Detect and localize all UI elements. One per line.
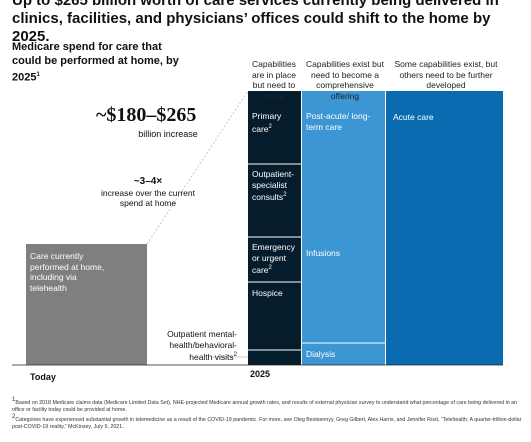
today-bar [26, 244, 147, 365]
footnote-1-num: 1 [12, 397, 16, 403]
multiplier: ~3–4× [133, 176, 163, 187]
footnote-2-text: Categories have experienced substantial … [12, 416, 522, 430]
col1-bar [248, 91, 301, 365]
multiplier-label: increase over the current spend at home [100, 187, 196, 209]
col2-bar [302, 91, 385, 365]
footnotes: 1Based on 2018 Medicare claims data (Med… [12, 397, 524, 431]
footnote-2-num: 2 [12, 413, 16, 420]
segment-outpatient-specialist-mark: 2 [283, 192, 287, 198]
subhead-footnote-mark: 1 [36, 72, 40, 78]
col3-bar [386, 91, 503, 365]
segment-outpatient-specialist: Outpatient-specialist consults2 [252, 169, 300, 202]
segment-post-acute: Post-acute/ long-term care [306, 111, 371, 132]
column-header-3: Some capabilities exist, but others need… [394, 59, 498, 90]
segment-outpatient-mental: Outpatient mental-health/behavioral-heal… [157, 329, 237, 362]
segment-emergency-mark: 2 [268, 265, 272, 271]
subhead: Medicare spend for care that could be pe… [12, 40, 192, 85]
multiplier-block: ~3–4× increase over the current spend at… [100, 176, 196, 209]
subhead-text: Medicare spend for care that could be pe… [12, 41, 179, 84]
segment-acute-care: Acute care [393, 112, 434, 122]
segment-outpatient-specialist-text: Outpatient-specialist consults [252, 169, 295, 202]
axis-label-today: Today [30, 372, 56, 382]
today-bar-label: Care currently performed at home, includ… [30, 251, 105, 293]
headline: Up to $265 billion worth of care service… [12, 0, 499, 45]
axis-label-2025: 2025 [250, 369, 271, 379]
segment-primary-care-text: Primary care [252, 111, 282, 134]
footnote-1-text: Based on 2018 Medicare claims data (Medi… [12, 399, 518, 413]
column-header-2: Capabilities exist but need to become a … [306, 59, 384, 101]
footnote-2: 2Categories have experienced substantial… [12, 414, 524, 431]
segment-primary-care: Primary care2 [252, 111, 300, 134]
footnote-1: 1Based on 2018 Medicare claims data (Med… [12, 397, 524, 414]
segment-primary-care-mark: 2 [268, 123, 272, 130]
segment-emergency: Emergency or urgent care2 [252, 242, 300, 275]
connector-top [146, 90, 249, 245]
increase-range: ~$180–$265 [96, 104, 197, 126]
segment-outpatient-mental-text: Outpatient mental-health/behavioral-heal… [167, 329, 237, 362]
column-header-1: Capabilities are in place but need to sc… [252, 59, 296, 101]
segment-outpatient-mental-mark: 2 [233, 352, 237, 358]
segment-hospice: Hospice [252, 288, 283, 298]
increase-range-unit: billion increase [138, 129, 198, 139]
segment-infusions: Infusions [306, 248, 341, 258]
segment-dialysis: Dialysis [306, 349, 336, 359]
segment-emergency-text: Emergency or urgent care [252, 242, 295, 275]
